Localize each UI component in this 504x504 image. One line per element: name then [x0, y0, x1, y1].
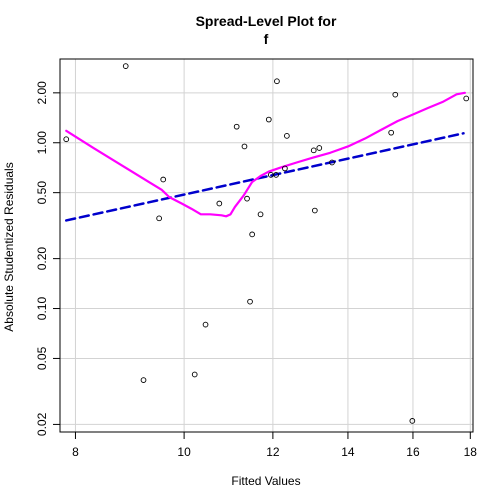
data-point — [233, 123, 240, 130]
data-point — [267, 172, 274, 178]
y-tick-label: 2.00 — [35, 81, 49, 105]
data-point — [284, 133, 290, 139]
y-tick-label: 0.02 — [35, 412, 49, 436]
x-tick-label: 8 — [72, 445, 79, 459]
y-axis-label: Absolute Studentized Residuals — [2, 162, 16, 331]
data-point — [463, 95, 470, 102]
y-tick-label: 0.20 — [35, 247, 49, 271]
data-point — [122, 63, 129, 69]
data-point — [388, 129, 395, 136]
data-point — [311, 207, 318, 214]
x-tick-label: 10 — [177, 445, 191, 459]
data-point — [273, 172, 279, 178]
data-point — [191, 371, 198, 378]
y-tick-label: 0.50 — [35, 181, 49, 205]
data-point — [282, 165, 288, 172]
data-point — [310, 147, 317, 154]
chart-title-line2: f — [264, 31, 269, 47]
data-point — [156, 215, 162, 222]
grid-lines — [60, 59, 473, 432]
data-point — [329, 159, 335, 166]
data-point — [265, 116, 272, 123]
data-point — [244, 195, 250, 202]
plot-frame — [59, 58, 474, 433]
x-tick-label: 18 — [464, 445, 478, 459]
x-tick-label: 16 — [406, 445, 420, 459]
data-point — [216, 200, 223, 207]
data-point — [247, 298, 253, 305]
data-point — [140, 377, 147, 383]
data-point — [409, 418, 416, 424]
tick-labels: 8 10 12 14 16 18 0.02 0.05 0.10 0.20 0.50 1.00 2.00 — [35, 81, 477, 459]
x-axis-label: Fitted Values — [231, 474, 300, 488]
chart-title-line1: Spread-Level Plot for — [196, 13, 337, 29]
y-tick-label: 0.10 — [35, 297, 49, 321]
data-point — [257, 211, 264, 218]
data-point — [274, 78, 280, 85]
data-point — [160, 176, 167, 183]
data-point — [63, 136, 70, 143]
series-lines — [64, 91, 466, 222]
x-tick-label: 12 — [266, 445, 280, 459]
smooth-curve — [65, 91, 466, 218]
data-points — [63, 63, 470, 424]
data-point — [316, 145, 323, 151]
tick-marks — [53, 92, 471, 439]
data-point — [241, 143, 248, 150]
data-point — [249, 231, 256, 238]
y-tick-label: 1.00 — [35, 131, 49, 155]
fit-line-dashed — [64, 132, 465, 222]
x-tick-label: 14 — [341, 445, 355, 459]
data-point — [392, 91, 399, 98]
y-tick-label: 0.05 — [35, 346, 49, 370]
data-point — [202, 321, 209, 328]
